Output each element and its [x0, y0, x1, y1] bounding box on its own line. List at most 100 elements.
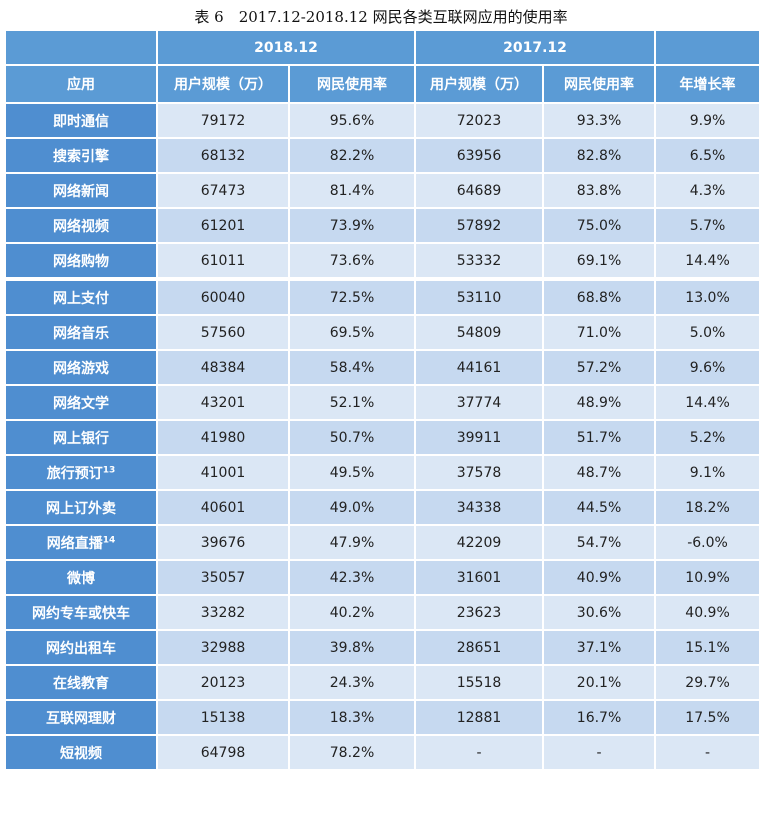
users-2017-cell: - [416, 736, 543, 769]
users-2017-cell: 57892 [416, 209, 543, 242]
row-app-name: 旅行预订13 [6, 456, 156, 489]
table-row: 即时通信 79172 95.6% 72023 93.3% 9.9% [6, 104, 760, 137]
table-row: 网络直播14 39676 47.9% 42209 54.7% -6.0% [6, 526, 760, 559]
rate-2017-cell: 83.8% [544, 174, 655, 207]
rate-2018-cell: 69.5% [290, 316, 415, 349]
users-2018-cell: 41980 [158, 421, 288, 454]
growth-cell: 9.9% [656, 104, 760, 137]
app-name-text: 搜索引擎 [53, 148, 109, 165]
users-2018-cell: 79172 [158, 104, 288, 137]
row-app-name: 短视频 [6, 736, 156, 769]
users-2018-cell: 43201 [158, 386, 288, 419]
users-2018-cell: 15138 [158, 701, 288, 734]
users-2017-cell: 31601 [416, 561, 543, 594]
rate-2018-cell: 49.5% [290, 456, 415, 489]
app-name-text: 短视频 [60, 745, 102, 762]
rate-2018-cell: 73.9% [290, 209, 415, 242]
table-body: 即时通信 79172 95.6% 72023 93.3% 9.9% 搜索引擎 68132 82.… [6, 104, 760, 769]
rate-2018-cell: 78.2% [290, 736, 415, 769]
rate-2017-cell: 69.1% [544, 244, 655, 277]
rate-2017-cell: 48.9% [544, 386, 655, 419]
users-2017-cell: 54809 [416, 316, 543, 349]
app-name-text: 互联网理财 [46, 710, 116, 727]
row-app-name: 网络新闻 [6, 174, 156, 207]
table-row: 短视频 64798 78.2% - - - [6, 736, 760, 769]
rate-2017-cell: 37.1% [544, 631, 655, 664]
rate-2018-cell: 18.3% [290, 701, 415, 734]
footnote-ref: 13 [102, 464, 116, 475]
users-2017-cell: 63956 [416, 139, 543, 172]
rate-2018-cell: 42.3% [290, 561, 415, 594]
rate-2017-cell: 20.1% [544, 666, 655, 699]
rate-2017-cell: 30.6% [544, 596, 655, 629]
users-2018-cell: 60040 [158, 279, 288, 314]
rate-2017-cell: 93.3% [544, 104, 655, 137]
header-growth: 年增长率 [656, 66, 760, 102]
rate-2018-cell: 58.4% [290, 351, 415, 384]
users-2018-cell: 39676 [158, 526, 288, 559]
app-name-text: 微博 [67, 570, 95, 587]
growth-cell: 5.0% [656, 316, 760, 349]
app-name-text: 网上银行 [53, 430, 109, 447]
row-app-name: 互联网理财 [6, 701, 156, 734]
users-2018-cell: 67473 [158, 174, 288, 207]
table-title: 表 6 2017.12-2018.12 网民各类互联网应用的使用率 [194, 8, 568, 26]
growth-cell: -6.0% [656, 526, 760, 559]
row-app-name: 网络游戏 [6, 351, 156, 384]
table-row: 网上银行 41980 50.7% 39911 51.7% 5.2% [6, 421, 760, 454]
app-name-text: 网约专车或快车 [32, 605, 130, 622]
row-app-name: 网约出租车 [6, 631, 156, 664]
growth-cell: 40.9% [656, 596, 760, 629]
rate-2017-cell: 75.0% [544, 209, 655, 242]
users-2017-cell: 64689 [416, 174, 543, 207]
row-app-name: 网上银行 [6, 421, 156, 454]
users-2017-cell: 12881 [416, 701, 543, 734]
growth-cell: 9.6% [656, 351, 760, 384]
users-2018-cell: 64798 [158, 736, 288, 769]
growth-cell: 15.1% [656, 631, 760, 664]
growth-cell: 18.2% [656, 491, 760, 524]
rate-2017-cell: 71.0% [544, 316, 655, 349]
growth-cell: - [656, 736, 760, 769]
users-2017-cell: 37774 [416, 386, 543, 419]
rate-2018-cell: 73.6% [290, 244, 415, 277]
rate-2017-cell: 68.8% [544, 279, 655, 314]
row-app-name: 在线教育 [6, 666, 156, 699]
app-name-text: 旅行预订 [46, 465, 103, 482]
rate-2017-cell: 44.5% [544, 491, 655, 524]
row-app-name: 网络文学 [6, 386, 156, 419]
row-app-name: 网络购物 [6, 244, 156, 277]
header-rate-2018: 网民使用率 [290, 66, 415, 102]
app-name-text: 网络文学 [53, 395, 109, 412]
header-blank-cell [656, 31, 760, 64]
header-year-2018: 2018.12 [158, 31, 415, 64]
users-2017-cell: 42209 [416, 526, 543, 559]
app-name-text: 网络游戏 [53, 360, 109, 377]
users-2018-cell: 41001 [158, 456, 288, 489]
row-app-name: 微博 [6, 561, 156, 594]
table-row: 网络音乐 57560 69.5% 54809 71.0% 5.0% [6, 316, 760, 349]
growth-cell: 10.9% [656, 561, 760, 594]
growth-cell: 29.7% [656, 666, 760, 699]
users-2018-cell: 40601 [158, 491, 288, 524]
rate-2017-cell: - [544, 736, 655, 769]
rate-2018-cell: 95.6% [290, 104, 415, 137]
app-name-text: 网络音乐 [53, 325, 109, 342]
app-name-text: 网络直播 [46, 535, 103, 552]
growth-cell: 17.5% [656, 701, 760, 734]
table-row: 在线教育 20123 24.3% 15518 20.1% 29.7% [6, 666, 760, 699]
row-app-name: 网上订外卖 [6, 491, 156, 524]
rate-2017-cell: 48.7% [544, 456, 655, 489]
row-app-name: 网络音乐 [6, 316, 156, 349]
row-app-name: 网络直播14 [6, 526, 156, 559]
growth-cell: 9.1% [656, 456, 760, 489]
table-row: 网约出租车 32988 39.8% 28651 37.1% 15.1% [6, 631, 760, 664]
growth-cell: 13.0% [656, 279, 760, 314]
rate-2018-cell: 52.1% [290, 386, 415, 419]
users-2018-cell: 57560 [158, 316, 288, 349]
rate-2017-cell: 51.7% [544, 421, 655, 454]
growth-cell: 5.7% [656, 209, 760, 242]
table-row: 网上订外卖 40601 49.0% 34338 44.5% 18.2% [6, 491, 760, 524]
app-name-text: 在线教育 [53, 675, 109, 692]
app-name-text: 即时通信 [53, 113, 109, 130]
